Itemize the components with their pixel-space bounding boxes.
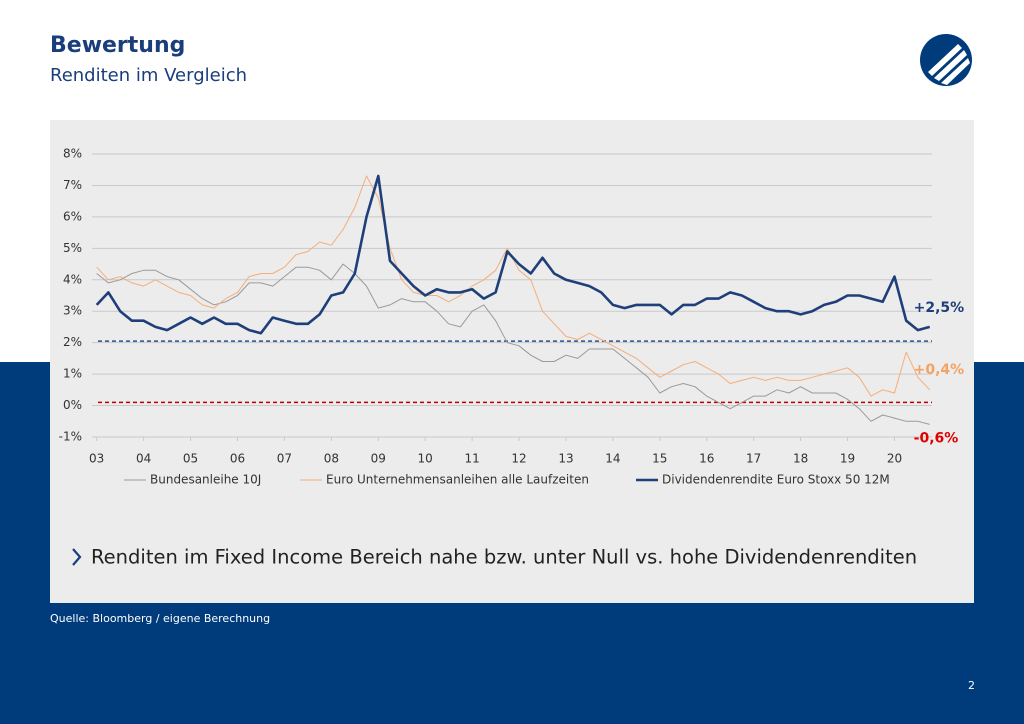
- x-tick-label: 14: [605, 452, 620, 466]
- y-tick-label: -1%: [59, 430, 82, 444]
- legend-label: Euro Unternehmensanleihen alle Laufzeite…: [326, 473, 589, 487]
- x-tick-label: 08: [324, 452, 339, 466]
- x-tick-label: 09: [371, 452, 386, 466]
- end-label: -0,6%: [914, 430, 959, 446]
- end-label: +0,4%: [914, 362, 965, 378]
- end-label: +2,5%: [914, 300, 965, 316]
- y-tick-label: 1%: [63, 367, 82, 381]
- x-tick-label: 10: [418, 452, 433, 466]
- x-tick-label: 16: [699, 452, 714, 466]
- y-tick-label: 3%: [63, 304, 82, 318]
- x-tick-label: 11: [464, 452, 479, 466]
- y-tick-label: 7%: [63, 178, 82, 192]
- x-tick-label: 04: [136, 452, 151, 466]
- x-tick-label: 20: [887, 452, 902, 466]
- series-line: [96, 263, 930, 425]
- x-tick-label: 06: [230, 452, 245, 466]
- logo: [920, 34, 972, 86]
- y-tick-label: 4%: [63, 272, 82, 286]
- page-number: 2: [968, 679, 975, 692]
- x-tick-label: 17: [746, 452, 761, 466]
- slide-subtitle: Renditen im Vergleich: [50, 65, 247, 86]
- legend-label: Dividendenrendite Euro Stoxx 50 12M: [662, 473, 890, 487]
- y-tick-label: 6%: [63, 209, 82, 223]
- x-tick-label: 18: [793, 452, 808, 466]
- x-tick-label: 13: [558, 452, 573, 466]
- series-line: [95, 174, 931, 335]
- x-tick-label: 03: [89, 452, 104, 466]
- x-tick-label: 12: [511, 452, 526, 466]
- bullet-text: Renditen im Fixed Income Bereich nahe bz…: [91, 546, 917, 569]
- y-tick-label: 8%: [63, 147, 82, 161]
- x-tick-label: 15: [652, 452, 667, 466]
- chart-panel: [50, 120, 974, 603]
- x-tick-label: 07: [277, 452, 292, 466]
- slide-title: Bewertung: [50, 33, 185, 58]
- y-tick-label: 5%: [63, 241, 82, 255]
- x-tick-label: 05: [183, 452, 198, 466]
- legend-label: Bundesanleihe 10J: [150, 473, 261, 487]
- x-tick-label: 19: [840, 452, 855, 466]
- y-tick-label: 0%: [63, 398, 82, 412]
- y-tick-label: 2%: [63, 335, 82, 349]
- footnote: Quelle: Bloomberg / eigene Berechnung: [50, 612, 270, 625]
- bullet-chevron: [72, 548, 82, 566]
